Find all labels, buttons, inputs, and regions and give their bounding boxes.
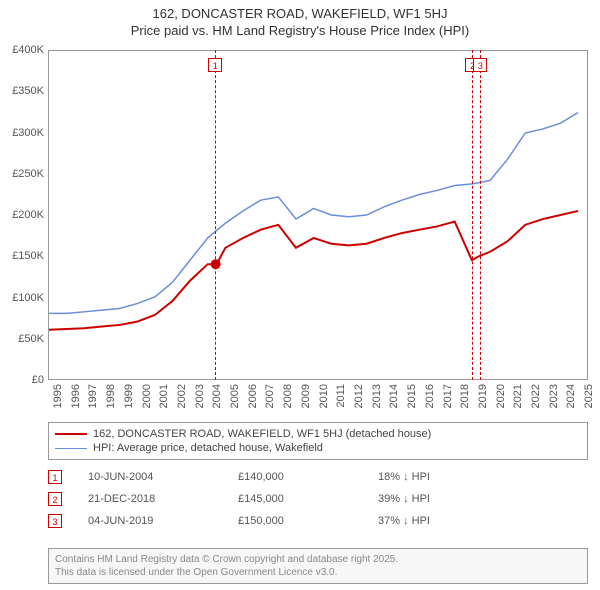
x-tick-label: 2024 — [565, 384, 577, 408]
footer-notice: Contains HM Land Registry data © Crown c… — [48, 548, 588, 584]
sale-date: 10-JUN-2004 — [88, 471, 238, 483]
x-tick-label: 2020 — [495, 384, 507, 408]
x-tick-label: 2012 — [353, 384, 365, 408]
footer-line1: Contains HM Land Registry data © Crown c… — [55, 553, 581, 566]
x-tick-label: 2013 — [371, 384, 383, 408]
y-tick-label: £250K — [0, 168, 44, 180]
sale-marker-badge: 3 — [48, 514, 62, 528]
sale-delta: 39% ↓ HPI — [378, 493, 578, 505]
chart-title-line1: 162, DONCASTER ROAD, WAKEFIELD, WF1 5HJ — [0, 0, 600, 23]
event-marker-line — [480, 50, 481, 380]
sales-table: 1 10-JUN-2004£140,00018% ↓ HPI 2 21-DEC-201… — [48, 466, 588, 532]
y-tick-label: £0 — [0, 374, 44, 386]
legend-label: 162, DONCASTER ROAD, WAKEFIELD, WF1 5HJ … — [93, 428, 431, 440]
legend-item: 162, DONCASTER ROAD, WAKEFIELD, WF1 5HJ … — [55, 427, 581, 441]
x-tick-label: 2019 — [477, 384, 489, 408]
series-price_paid — [49, 211, 578, 330]
x-tick-label: 2023 — [548, 384, 560, 408]
sale-marker-badge: 1 — [48, 470, 62, 484]
y-tick-label: £400K — [0, 44, 44, 56]
x-tick-label: 2003 — [194, 384, 206, 408]
x-tick-label: 2010 — [318, 384, 330, 408]
x-tick-label: 2009 — [300, 384, 312, 408]
sale-row: 1 10-JUN-2004£140,00018% ↓ HPI — [48, 466, 588, 488]
series-hpi — [49, 113, 578, 314]
x-tick-label: 1995 — [52, 384, 64, 408]
sale-delta: 18% ↓ HPI — [378, 471, 578, 483]
sale-delta: 37% ↓ HPI — [378, 515, 578, 527]
sale-price: £150,000 — [238, 515, 378, 527]
sale-marker-badge: 2 — [48, 492, 62, 506]
y-tick-label: £350K — [0, 85, 44, 97]
x-tick-label: 2022 — [530, 384, 542, 408]
x-tick-label: 2018 — [459, 384, 471, 408]
sale-row: 3 04-JUN-2019£150,00037% ↓ HPI — [48, 510, 588, 532]
event-marker-badge: 1 — [208, 58, 222, 72]
legend-label: HPI: Average price, detached house, Wake… — [93, 442, 323, 454]
chart-plot-area — [48, 50, 588, 380]
x-tick-label: 2016 — [424, 384, 436, 408]
x-tick-label: 2014 — [388, 384, 400, 408]
x-tick-label: 1997 — [87, 384, 99, 408]
x-tick-label: 2004 — [211, 384, 223, 408]
x-tick-label: 2015 — [406, 384, 418, 408]
event-marker-badge: 3 — [473, 58, 487, 72]
chart-title-line2: Price paid vs. HM Land Registry's House … — [0, 23, 600, 40]
y-tick-label: £100K — [0, 292, 44, 304]
legend-swatch — [55, 433, 87, 435]
x-tick-label: 2000 — [141, 384, 153, 408]
y-tick-label: £200K — [0, 209, 44, 221]
x-tick-label: 2008 — [282, 384, 294, 408]
x-tick-label: 2005 — [229, 384, 241, 408]
x-tick-label: 2001 — [158, 384, 170, 408]
sale-row: 2 21-DEC-2018£145,00039% ↓ HPI — [48, 488, 588, 510]
x-tick-label: 2007 — [264, 384, 276, 408]
y-tick-label: £50K — [0, 333, 44, 345]
x-tick-label: 2006 — [247, 384, 259, 408]
event-marker-line — [472, 50, 473, 380]
sale-price: £140,000 — [238, 471, 378, 483]
y-tick-label: £150K — [0, 250, 44, 262]
footer-line2: This data is licensed under the Open Gov… — [55, 566, 581, 579]
x-tick-label: 2025 — [583, 384, 595, 408]
legend-swatch — [55, 448, 87, 449]
sale-date: 04-JUN-2019 — [88, 515, 238, 527]
x-tick-label: 1996 — [70, 384, 82, 408]
x-tick-label: 1998 — [105, 384, 117, 408]
sale-date: 21-DEC-2018 — [88, 493, 238, 505]
legend-item: HPI: Average price, detached house, Wake… — [55, 441, 581, 455]
x-tick-label: 2021 — [512, 384, 524, 408]
x-tick-label: 1999 — [123, 384, 135, 408]
sale-price: £145,000 — [238, 493, 378, 505]
x-tick-label: 2017 — [442, 384, 454, 408]
y-tick-label: £300K — [0, 127, 44, 139]
x-tick-label: 2002 — [176, 384, 188, 408]
legend-box: 162, DONCASTER ROAD, WAKEFIELD, WF1 5HJ … — [48, 422, 588, 460]
x-tick-label: 2011 — [335, 384, 347, 408]
event-marker-line — [215, 50, 216, 380]
chart-svg — [49, 51, 587, 379]
